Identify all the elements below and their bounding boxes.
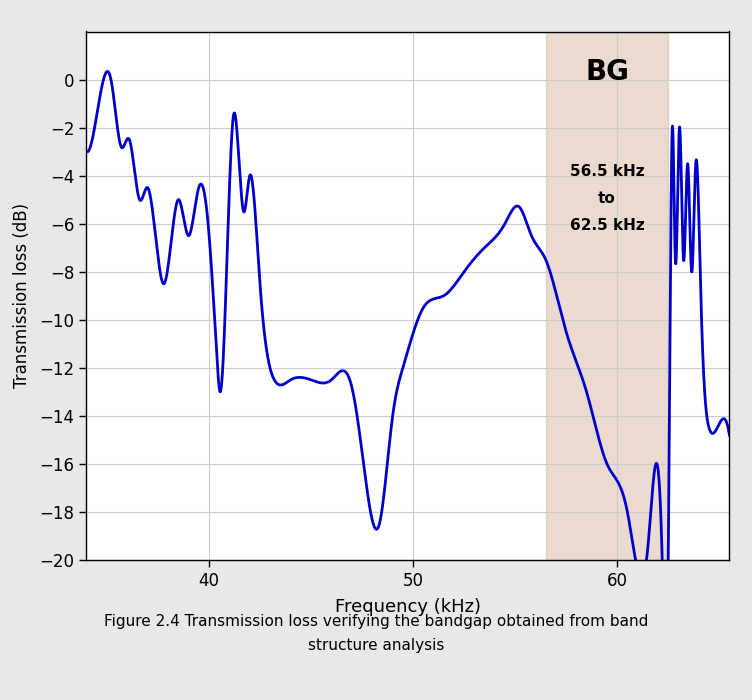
Text: BG: BG (585, 58, 629, 86)
Y-axis label: Transmission loss (dB): Transmission loss (dB) (14, 203, 32, 389)
Text: Figure 2.4 Transmission loss verifying the bandgap obtained from band
structure : Figure 2.4 Transmission loss verifying t… (104, 615, 648, 652)
Text: 56.5 kHz
to
62.5 kHz: 56.5 kHz to 62.5 kHz (569, 164, 644, 232)
X-axis label: Frequency (kHz): Frequency (kHz) (335, 598, 481, 616)
Bar (546, 32, 669, 560)
